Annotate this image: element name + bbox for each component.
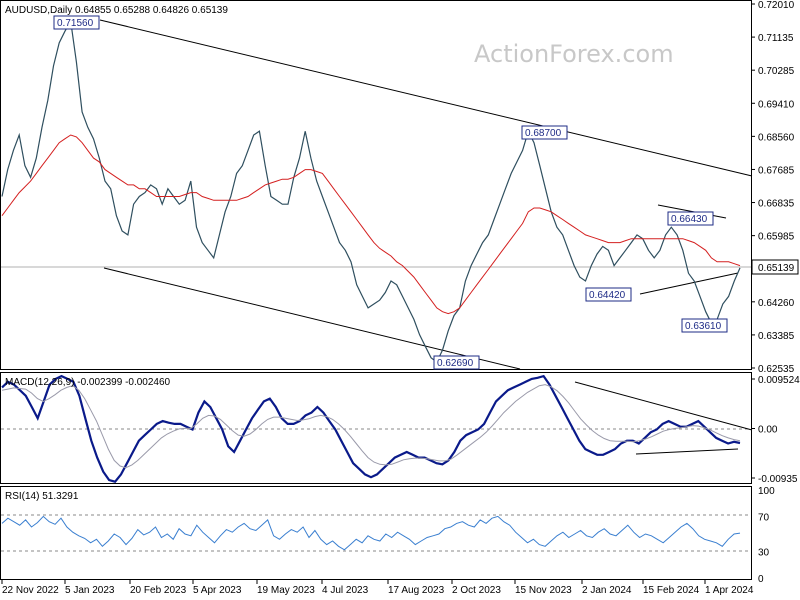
price-annotation-label: 0.71560 [57,18,94,29]
macd-trend-lower-line [635,448,739,455]
price-annotation-box [681,318,728,333]
price-y-tick-label: 0.70285 [758,66,795,77]
price-annotation-box [433,355,480,370]
price-annotation-box [667,211,714,226]
rsi-plot [1,515,741,551]
rsi-y-tick-label: 70 [758,512,770,523]
x-tick-label: 4 Jul 2023 [322,585,369,596]
channel-lower-line [103,267,521,370]
moving-average-line [1,134,741,315]
last-price-label: 0.65139 [758,263,795,274]
x-tick-label: 5 Jan 2023 [65,585,115,596]
macd-y-tick-label: 0.009524 [758,375,800,386]
rsi-y-tick-label: 100 [758,486,775,497]
x-tick-label: 1 Apr 2024 [705,585,754,596]
price-y-tick-label: 0.67685 [758,165,795,176]
x-tick-label: 20 Feb 2023 [130,585,187,596]
last-price-box [751,259,799,275]
macd-y-tick-label: 0.00 [758,425,778,436]
rsi-panel [0,486,752,580]
price-annotation-label: 0.63610 [685,321,722,332]
x-tick-label: 17 Aug 2023 [388,585,445,596]
macd-signal-line [1,384,741,469]
price-y-tick-label: 0.62535 [758,364,795,375]
rsi-y-tick-label: 0 [758,574,764,585]
price-plot [1,19,741,363]
watermark: ActionForex.com [474,40,674,68]
macd-plot [1,374,741,483]
price-title: AUDUSD,Daily 0.64855 0.65288 0.64826 0.6… [5,5,228,16]
trend-lines [99,19,753,455]
rsi-y-tick-label: 30 [758,548,770,559]
channel-upper-line [99,19,753,177]
price-annotation-label: 0.68700 [525,128,562,139]
price-annotation-label: 0.62690 [437,358,474,369]
price-y-tick-label: 0.63385 [758,331,795,342]
price-panel [0,0,752,370]
macd-y-tick-label: -0.00935 [758,474,798,485]
triangle-lower-line [639,272,739,295]
price-y-tick-label: 0.68560 [758,132,795,143]
x-tick-label: 2 Oct 2023 [452,585,501,596]
x-tick-label: 22 Nov 2022 [2,585,59,596]
macd-title: MACD(12,26,9) -0.002399 -0.002460 [5,377,171,388]
rsi-line [1,515,741,551]
price-annotation-box [585,287,632,302]
x-tick-label: 2 Jan 2024 [582,585,632,596]
price-annotation-box [521,125,568,140]
x-tick-label: 15 Feb 2024 [643,585,700,596]
macd-trend-upper-line [574,381,753,431]
macd-panel [0,372,752,484]
price-y-tick-label: 0.64260 [758,298,795,309]
price-y-tick-label: 0.66835 [758,199,795,210]
x-tick-label: 15 Nov 2023 [515,585,572,596]
price-y-tick-label: 0.71135 [758,33,794,44]
rsi-title: RSI(14) 51.3291 [5,491,79,502]
price-annotation-box [53,15,100,30]
x-tick-label: 19 May 2023 [257,585,315,596]
x-tick-label: 5 Apr 2023 [193,585,242,596]
price-y-tick-label: 0.69410 [758,99,795,110]
price-series-line [1,19,741,363]
price-annotation-label: 0.66430 [671,214,708,225]
price-annotations: 0.71560 0.68700 0.66430 0.64420 0.63610 0.626… [53,15,728,370]
price-annotation-label: 0.64420 [589,290,626,301]
price-y-tick-label: 0.65985 [758,232,795,243]
price-y-tick-label: 0.72010 [758,0,795,11]
